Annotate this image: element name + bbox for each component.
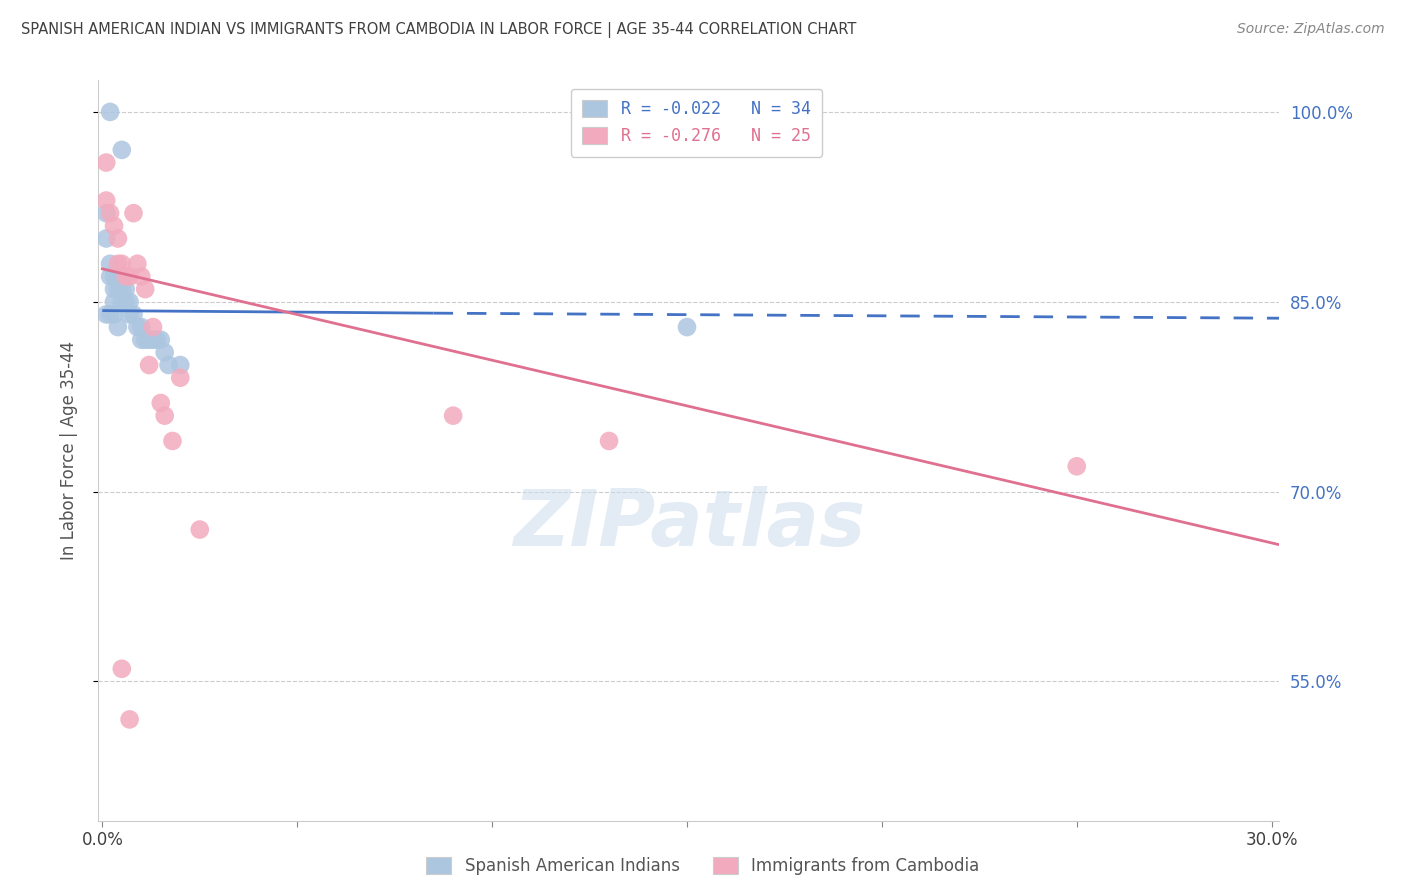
Point — [103, 219, 125, 233]
Point — [127, 257, 149, 271]
Point — [114, 294, 136, 309]
Point — [157, 358, 180, 372]
Point — [127, 320, 149, 334]
Point — [149, 396, 172, 410]
Point — [96, 155, 118, 169]
Point — [142, 333, 165, 347]
Point — [146, 333, 169, 347]
Point — [103, 269, 125, 284]
Point — [98, 307, 121, 321]
Point — [96, 231, 118, 245]
Point — [122, 206, 145, 220]
Point — [107, 257, 129, 271]
Point — [98, 104, 121, 119]
Point — [96, 206, 118, 220]
Point — [118, 294, 141, 309]
Point — [162, 434, 184, 448]
Point — [188, 523, 211, 537]
Y-axis label: In Labor Force | Age 35-44: In Labor Force | Age 35-44 — [59, 341, 77, 560]
Text: 30.0%: 30.0% — [1246, 830, 1298, 849]
Point — [441, 409, 464, 423]
Point — [134, 333, 156, 347]
Point — [96, 194, 118, 208]
Point — [107, 320, 129, 334]
Point — [118, 269, 141, 284]
Point — [111, 282, 134, 296]
Point — [114, 269, 136, 284]
Point — [111, 257, 134, 271]
Point — [1066, 459, 1088, 474]
Point — [107, 231, 129, 245]
Point — [111, 143, 134, 157]
Point — [169, 358, 191, 372]
Point — [169, 370, 191, 384]
Point — [122, 307, 145, 321]
Point — [149, 333, 172, 347]
Point — [103, 307, 125, 321]
Point — [129, 269, 152, 284]
Point — [98, 206, 121, 220]
Point — [142, 320, 165, 334]
Point — [111, 294, 134, 309]
Point — [103, 294, 125, 309]
Point — [118, 307, 141, 321]
Point — [129, 333, 152, 347]
Point — [96, 307, 118, 321]
Legend: Spanish American Indians, Immigrants from Cambodia: Spanish American Indians, Immigrants fro… — [420, 850, 986, 882]
Point — [118, 712, 141, 726]
Point — [98, 257, 121, 271]
Point — [98, 269, 121, 284]
Point — [134, 282, 156, 296]
Point — [111, 662, 134, 676]
Point — [103, 282, 125, 296]
Point — [676, 320, 699, 334]
Point — [138, 333, 160, 347]
Point — [598, 434, 620, 448]
Point — [107, 269, 129, 284]
Point — [107, 282, 129, 296]
Legend: R = -0.022   N = 34, R = -0.276   N = 25: R = -0.022 N = 34, R = -0.276 N = 25 — [571, 88, 823, 157]
Text: Source: ZipAtlas.com: Source: ZipAtlas.com — [1237, 22, 1385, 37]
Point — [129, 320, 152, 334]
Point — [153, 345, 176, 359]
Text: 0.0%: 0.0% — [82, 830, 124, 849]
Text: SPANISH AMERICAN INDIAN VS IMMIGRANTS FROM CAMBODIA IN LABOR FORCE | AGE 35-44 C: SPANISH AMERICAN INDIAN VS IMMIGRANTS FR… — [21, 22, 856, 38]
Point — [138, 358, 160, 372]
Point — [153, 409, 176, 423]
Point — [114, 282, 136, 296]
Text: ZIPatlas: ZIPatlas — [513, 486, 865, 563]
